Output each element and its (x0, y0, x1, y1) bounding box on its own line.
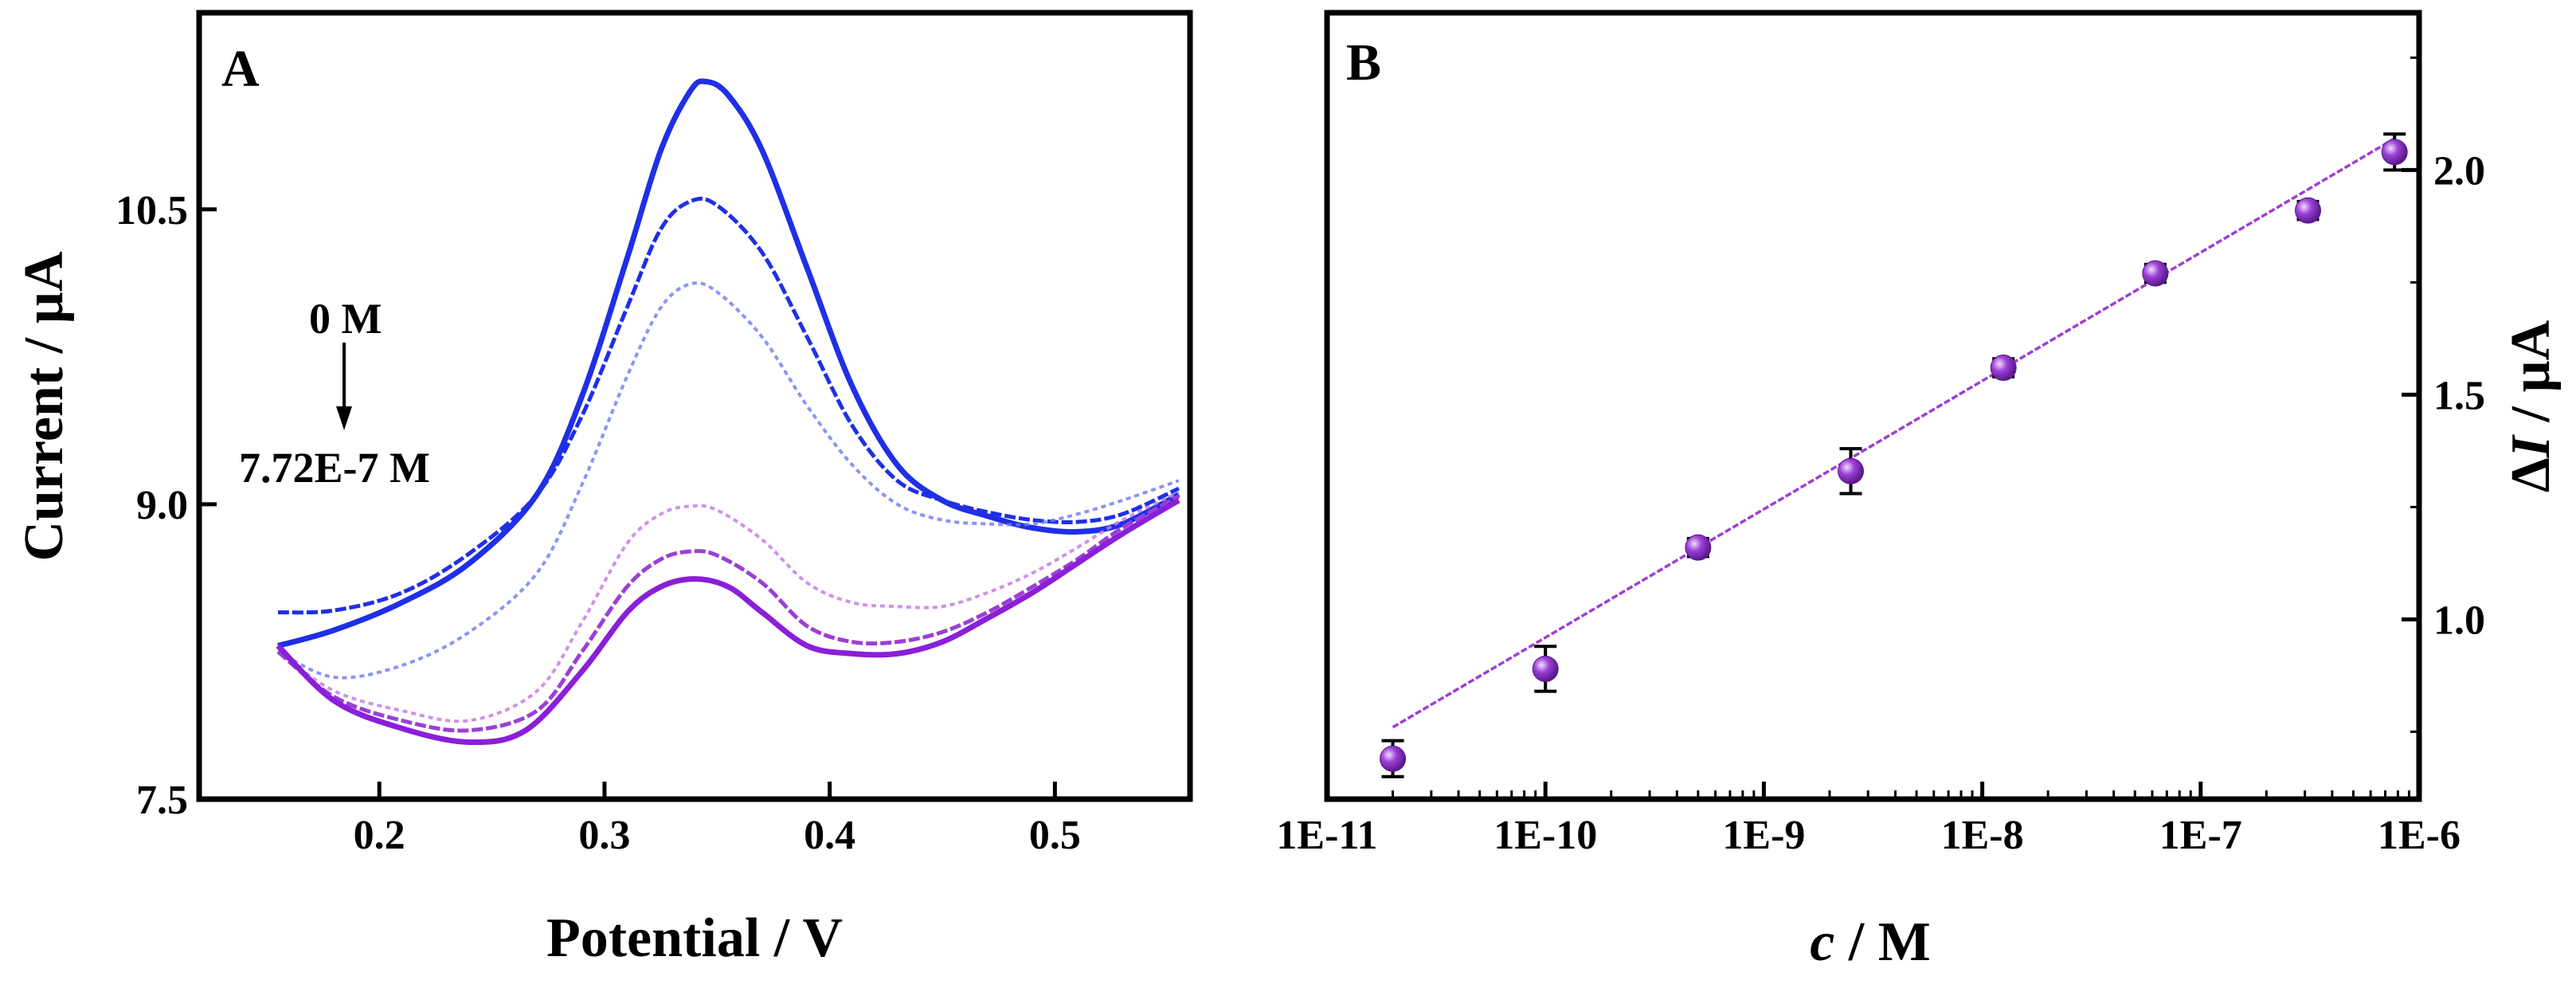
panel-a: A 0.2 0.3 0.4 0.5 7.5 9.0 10.5 0 M 7.72E-7 M P… (14, 10, 1193, 969)
data-point-1 (1532, 655, 1559, 682)
panel-b-x-axis-title: c / M (1810, 911, 1931, 973)
panel-b-y-tick-label-0: 1.0 (2433, 598, 2485, 643)
panel-b-x-tick-label-5: 1E-6 (2378, 813, 2461, 858)
y-axis-delta: Δ (2500, 457, 2562, 492)
panel-a-label: A (221, 40, 260, 98)
panel-a-y-tick-label-0: 7.5 (136, 778, 188, 823)
panel-a-x-tick-label-1: 0.3 (578, 813, 630, 858)
panel-a-series (276, 78, 1180, 746)
panel-b-x-tick-label-3: 1E-8 (1941, 813, 2024, 858)
panel-a-frame (196, 10, 1193, 802)
panel-a-series-line-2 (277, 281, 1180, 680)
panel-a-x-tick-label-2: 0.4 (804, 813, 855, 858)
data-point-0 (1380, 745, 1407, 772)
panel-b-frame (1324, 10, 2422, 802)
panel-b-x-tick-label-2: 1E-9 (1722, 813, 1805, 858)
data-point-5 (2142, 260, 2169, 287)
data-point-4 (1990, 355, 2017, 382)
panel-a-series-line-1 (277, 196, 1180, 615)
y-axis-symbol: I (2500, 433, 2562, 458)
x-axis-unit: / M (1834, 911, 1931, 973)
panel-b-label: B (1346, 33, 1381, 92)
panel-b-data (1380, 132, 2408, 778)
panel-b-x-tick-label-0: 1E-11 (1276, 813, 1377, 858)
panel-b-x-tick-label-1: 1E-10 (1494, 813, 1597, 858)
panel-a-annotation-top: 0 M (309, 295, 382, 343)
panel-a-y-axis-title: Current / µA (14, 251, 75, 561)
panel-a-y-tick-label-1: 9.0 (136, 483, 188, 528)
data-point-3 (1838, 457, 1865, 484)
panel-b-y-tick-label-1: 1.5 (2433, 373, 2485, 418)
panel-b-y-tick-label-2: 2.0 (2433, 148, 2485, 194)
data-point-6 (2295, 197, 2322, 224)
data-point-7 (2381, 139, 2408, 166)
panel-a-series-line-0 (277, 78, 1180, 649)
panel-b-x-tick-label-4: 1E-7 (2159, 813, 2242, 858)
panel-a-y-tick-label-2: 10.5 (115, 188, 188, 233)
concentration-arrow-head (336, 406, 352, 430)
panel-a-series-line-4 (276, 494, 1180, 733)
panel-b: B 1E-11 1E-10 1E-9 1E-8 1E-7 1E-6 1.0 1.5 2.0 c … (1276, 10, 2562, 973)
panel-b-y-axis-title: ΔI / µA (2500, 320, 2562, 492)
panel-a-series-line-5 (276, 497, 1180, 746)
panel-a-x-tick-label-3: 0.5 (1029, 813, 1081, 858)
linear-fit-line (1392, 137, 2396, 729)
x-axis-symbol: c (1810, 911, 1834, 973)
panel-a-x-tick-label-0: 0.2 (354, 813, 405, 858)
panel-a-annotation-bottom: 7.72E-7 M (239, 444, 430, 492)
data-point-2 (1685, 534, 1712, 561)
panel-a-series-line-3 (276, 491, 1180, 723)
panel-b-ticks: 1E-11 1E-10 1E-9 1E-8 1E-7 1E-6 1.0 1.5 2.0 (1276, 56, 2485, 858)
y-axis-unit: / µA (2500, 320, 2562, 436)
panel-a-x-axis-title: Potential / V (546, 908, 843, 969)
panel-a-ticks: 0.2 0.3 0.4 0.5 7.5 9.0 10.5 (115, 188, 1081, 858)
